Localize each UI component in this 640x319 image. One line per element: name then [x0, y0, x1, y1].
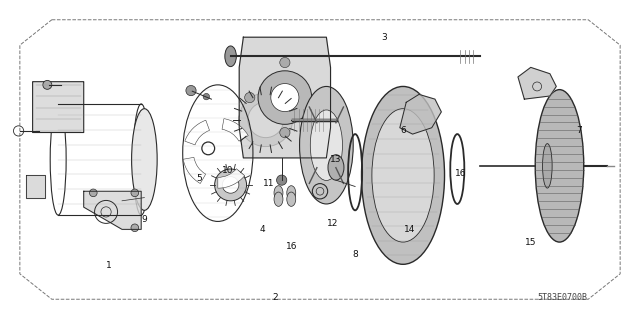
Circle shape: [43, 80, 52, 89]
Circle shape: [280, 128, 290, 138]
Circle shape: [315, 93, 325, 103]
Text: 15: 15: [525, 238, 536, 247]
Circle shape: [203, 93, 209, 100]
Polygon shape: [84, 191, 141, 229]
Ellipse shape: [225, 46, 236, 67]
Polygon shape: [26, 175, 45, 197]
Ellipse shape: [287, 186, 296, 200]
Circle shape: [244, 93, 255, 103]
Text: 13: 13: [330, 155, 342, 164]
Text: 3: 3: [381, 33, 387, 42]
Circle shape: [239, 93, 292, 146]
Circle shape: [276, 175, 287, 185]
Circle shape: [248, 102, 284, 137]
Text: 16: 16: [285, 242, 297, 251]
Circle shape: [131, 224, 139, 232]
Text: 1: 1: [106, 261, 112, 271]
Ellipse shape: [274, 186, 283, 200]
Ellipse shape: [362, 86, 445, 264]
Text: 5T83E0700B: 5T83E0700B: [538, 293, 588, 302]
Ellipse shape: [132, 109, 157, 210]
Circle shape: [271, 84, 299, 112]
Text: 11: 11: [263, 179, 275, 188]
Ellipse shape: [372, 109, 434, 242]
Wedge shape: [222, 119, 248, 141]
Ellipse shape: [300, 86, 353, 204]
Ellipse shape: [328, 155, 344, 180]
Text: 16: 16: [455, 169, 467, 178]
Text: 10: 10: [221, 166, 233, 175]
FancyBboxPatch shape: [33, 82, 84, 132]
Ellipse shape: [310, 110, 342, 181]
Ellipse shape: [274, 192, 283, 206]
Circle shape: [280, 57, 290, 68]
Circle shape: [131, 189, 139, 197]
Wedge shape: [218, 169, 244, 188]
Circle shape: [258, 71, 312, 124]
Ellipse shape: [535, 90, 584, 242]
Polygon shape: [518, 67, 556, 99]
Text: 4: 4: [260, 225, 266, 234]
Polygon shape: [239, 37, 330, 158]
Text: 9: 9: [141, 215, 147, 224]
Circle shape: [214, 169, 246, 201]
Text: 6: 6: [400, 126, 406, 135]
Circle shape: [222, 177, 239, 193]
Wedge shape: [183, 157, 205, 183]
Circle shape: [186, 85, 196, 96]
Text: 7: 7: [576, 126, 582, 135]
Ellipse shape: [287, 192, 296, 206]
Polygon shape: [400, 94, 442, 134]
Text: 5: 5: [196, 174, 202, 183]
Text: 12: 12: [327, 219, 339, 227]
Ellipse shape: [543, 144, 552, 188]
Text: 14: 14: [404, 225, 415, 234]
Circle shape: [90, 189, 97, 197]
Text: 2: 2: [273, 293, 278, 302]
Text: 8: 8: [352, 250, 358, 259]
Wedge shape: [185, 120, 209, 145]
